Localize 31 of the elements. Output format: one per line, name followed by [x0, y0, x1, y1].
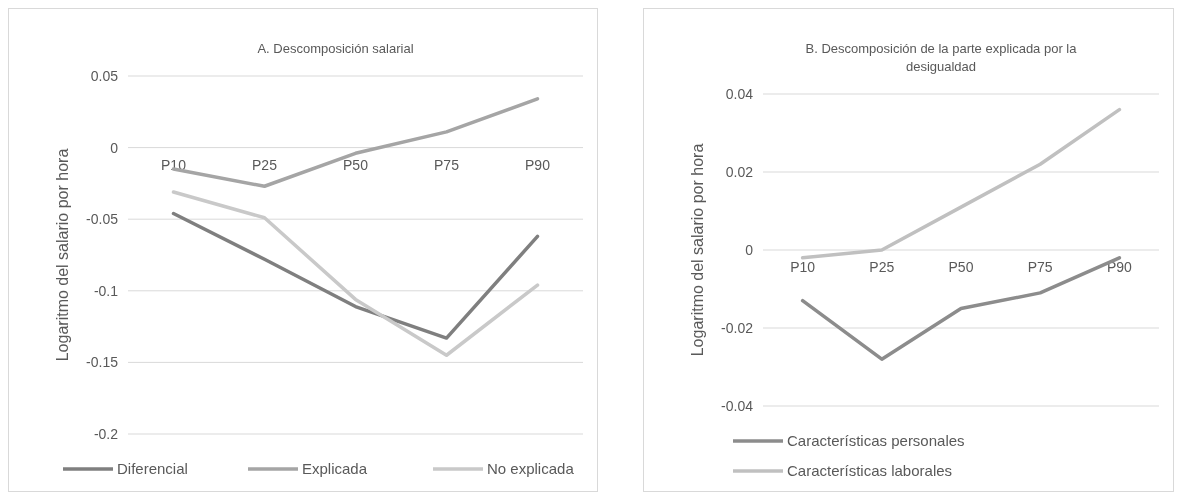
y-tick-label: -0.15: [86, 354, 119, 371]
legend-label: Características laborales: [787, 462, 953, 480]
legend-label: Explicada: [302, 460, 368, 478]
x-tick-label: P90: [525, 156, 551, 173]
x-tick-label: P75: [1027, 259, 1053, 275]
y-axis-title: Logaritmo del salario por hora: [54, 148, 71, 362]
x-tick-label: P75: [434, 156, 460, 173]
y-tick-label: 0.05: [90, 67, 119, 84]
x-tick-label: P50: [343, 156, 369, 173]
y-tick-label: 0.04: [725, 85, 754, 102]
y-tick-label: -0.1: [93, 282, 119, 299]
line-series: [171, 190, 540, 357]
x-tick-label: P25: [869, 259, 895, 275]
legend-label: Diferencial: [117, 460, 188, 478]
y-tick-label: -0.2: [93, 425, 119, 442]
x-tick-label: P50: [948, 259, 974, 275]
line-series: [800, 107, 1122, 260]
x-tick-label: P25: [252, 156, 278, 173]
y-tick-label: 0: [745, 241, 754, 258]
legend-label: Características personales: [787, 432, 965, 450]
y-tick-label: -0.05: [86, 211, 119, 228]
chart-title: B. Descomposición de la parte explicada por la desigualdad: [805, 41, 1078, 74]
x-tick-label: P10: [790, 259, 816, 275]
y-tick-label: -0.04: [721, 397, 754, 414]
y-tick-label: 0.02: [725, 163, 754, 180]
y-tick-label: 0: [110, 139, 119, 156]
y-tick-label: -0.02: [721, 319, 754, 336]
line-series: [171, 211, 540, 340]
legend-label: No explicada: [487, 460, 575, 478]
y-axis-title: Logaritmo del salario por hora: [689, 143, 706, 357]
chart-title: A. Descomposición salarial: [257, 41, 414, 56]
